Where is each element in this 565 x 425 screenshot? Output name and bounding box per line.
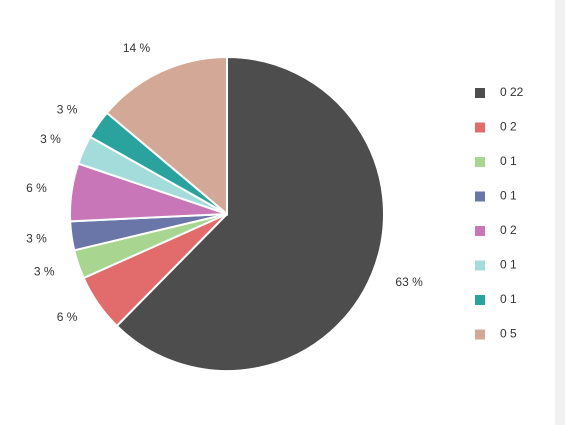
legend-label: 0 2 — [500, 120, 517, 134]
data-label: 6 % — [57, 310, 78, 324]
pie-slice — [105, 55, 228, 217]
legend-label: 0 1 — [500, 189, 517, 203]
legend-label: 0 1 — [500, 292, 517, 306]
legend-swatch — [475, 191, 485, 202]
legend-swatch — [475, 295, 485, 305]
data-label: 3 % — [57, 102, 78, 116]
data-label: 3 % — [26, 232, 47, 246]
legend-swatch — [475, 329, 485, 340]
legend-swatch — [475, 260, 485, 271]
data-label: 6 % — [26, 181, 47, 195]
data-label: 3 % — [34, 265, 55, 279]
legend-label: 0 1 — [500, 154, 517, 168]
scrollbar-track — [555, 0, 565, 425]
legend-label: 0 5 — [500, 327, 517, 341]
data-label: 14 % — [123, 41, 151, 55]
legend-swatch — [475, 88, 485, 98]
legend-swatch — [475, 226, 485, 236]
legend-swatch — [475, 122, 485, 133]
legend-swatch — [475, 157, 485, 167]
legend-label: 0 2 — [500, 223, 517, 237]
data-label: 63 % — [395, 275, 423, 289]
legend-label: 0 1 — [500, 258, 517, 272]
legend-label: 0 22 — [500, 85, 524, 99]
pie-slice — [115, 55, 385, 372]
data-label: 3 % — [40, 132, 61, 146]
